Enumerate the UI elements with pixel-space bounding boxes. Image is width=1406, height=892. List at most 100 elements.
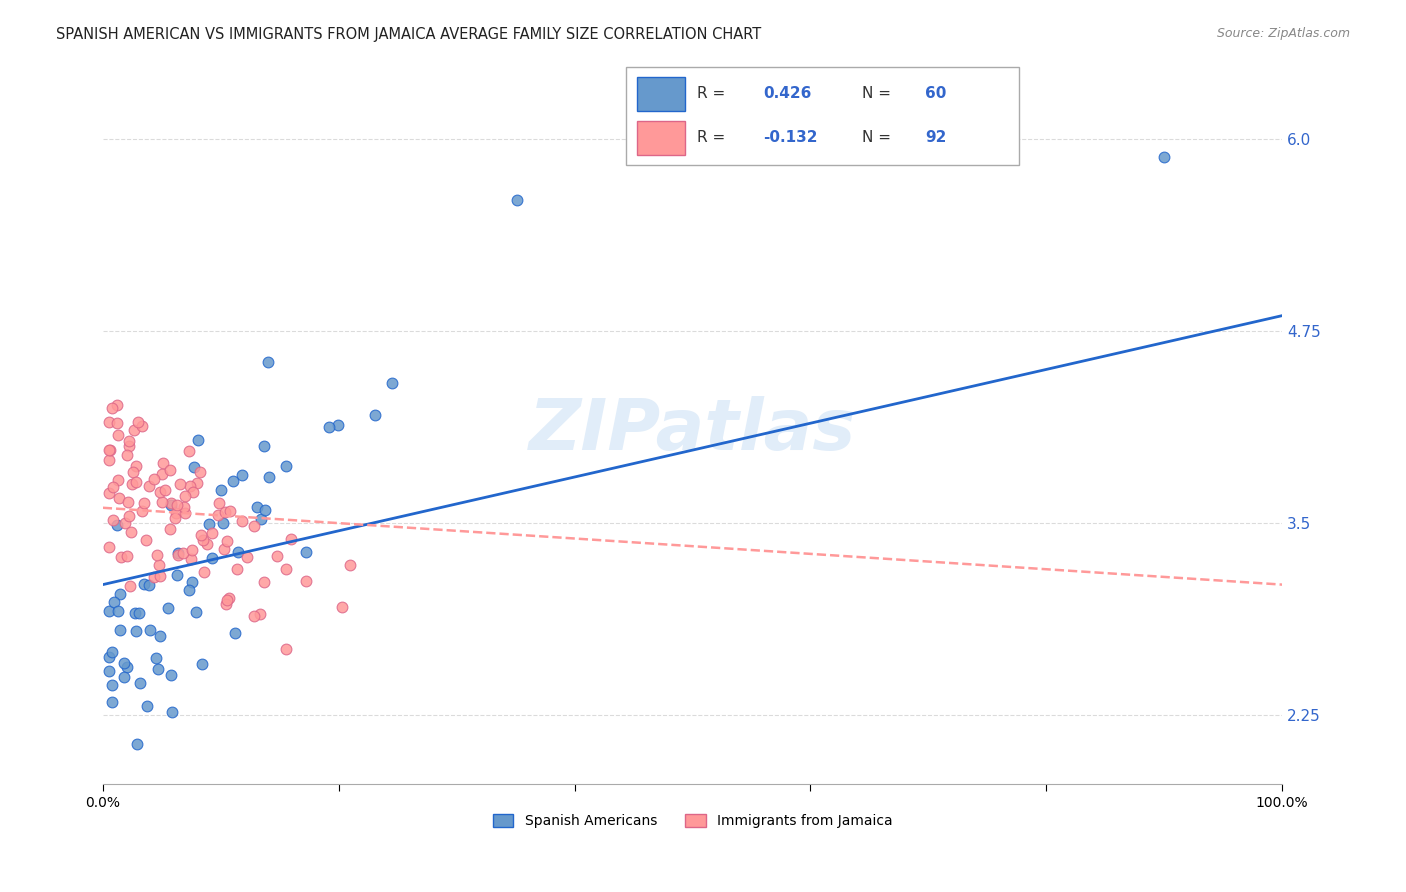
Point bbox=[183, 459, 205, 474]
Text: ZIPatlas: ZIPatlas bbox=[529, 396, 856, 466]
Point bbox=[97, 442, 120, 457]
Point bbox=[100, 645, 122, 659]
Point bbox=[108, 623, 131, 637]
Point bbox=[112, 670, 135, 684]
Point bbox=[115, 448, 138, 462]
Point bbox=[191, 657, 214, 672]
Point bbox=[142, 472, 165, 486]
Point bbox=[125, 459, 148, 474]
Point bbox=[208, 496, 231, 510]
Point bbox=[179, 583, 201, 598]
Point bbox=[169, 477, 191, 491]
Point bbox=[179, 478, 201, 492]
Point bbox=[181, 484, 204, 499]
Point bbox=[249, 512, 271, 526]
Point bbox=[101, 513, 124, 527]
Point bbox=[107, 428, 129, 442]
Point bbox=[110, 587, 132, 601]
Point bbox=[97, 649, 120, 664]
Point bbox=[97, 486, 120, 500]
Text: 60: 60 bbox=[925, 86, 946, 101]
Point bbox=[115, 660, 138, 674]
Point bbox=[174, 489, 197, 503]
Point bbox=[253, 575, 276, 590]
Point bbox=[318, 420, 340, 434]
Point bbox=[274, 641, 297, 656]
Point bbox=[149, 485, 172, 500]
Point bbox=[1153, 150, 1175, 164]
Point bbox=[103, 595, 125, 609]
Point bbox=[180, 551, 202, 566]
Point bbox=[212, 542, 235, 557]
Point bbox=[148, 558, 170, 573]
Point bbox=[97, 604, 120, 618]
Point bbox=[134, 496, 156, 510]
Point bbox=[188, 465, 211, 479]
FancyBboxPatch shape bbox=[626, 67, 1019, 165]
Legend: Spanish Americans, Immigrants from Jamaica: Spanish Americans, Immigrants from Jamai… bbox=[486, 809, 898, 834]
Point bbox=[97, 415, 120, 429]
Point bbox=[231, 467, 253, 482]
Point bbox=[129, 675, 152, 690]
Point bbox=[124, 423, 146, 437]
Point bbox=[159, 463, 181, 477]
Point bbox=[97, 453, 120, 467]
Text: R =: R = bbox=[696, 86, 730, 101]
FancyBboxPatch shape bbox=[637, 120, 685, 155]
Point bbox=[132, 577, 155, 591]
Point bbox=[97, 540, 120, 554]
Point bbox=[212, 516, 235, 531]
Point bbox=[381, 376, 404, 390]
Point bbox=[280, 532, 302, 546]
Point bbox=[125, 737, 148, 751]
Point bbox=[246, 500, 269, 514]
FancyBboxPatch shape bbox=[637, 77, 685, 111]
Point bbox=[222, 474, 245, 488]
Point bbox=[150, 495, 173, 509]
Point bbox=[190, 527, 212, 541]
Point bbox=[181, 574, 204, 589]
Point bbox=[193, 566, 215, 580]
Point bbox=[339, 558, 361, 573]
Point bbox=[117, 434, 139, 448]
Point bbox=[226, 545, 249, 559]
Point bbox=[131, 418, 153, 433]
Point bbox=[224, 625, 246, 640]
Point bbox=[180, 543, 202, 558]
Point bbox=[166, 546, 188, 560]
Point bbox=[226, 562, 249, 576]
Point bbox=[142, 570, 165, 584]
Text: R =: R = bbox=[696, 130, 730, 145]
Point bbox=[112, 657, 135, 671]
Point bbox=[330, 600, 353, 615]
Text: Source: ZipAtlas.com: Source: ZipAtlas.com bbox=[1216, 27, 1350, 40]
Point bbox=[120, 579, 142, 593]
Point bbox=[146, 548, 169, 562]
Text: SPANISH AMERICAN VS IMMIGRANTS FROM JAMAICA AVERAGE FAMILY SIZE CORRELATION CHAR: SPANISH AMERICAN VS IMMIGRANTS FROM JAMA… bbox=[56, 27, 762, 42]
Point bbox=[118, 440, 141, 454]
Point bbox=[186, 434, 208, 448]
Point bbox=[138, 578, 160, 592]
Point bbox=[152, 456, 174, 470]
Point bbox=[121, 477, 143, 491]
Point bbox=[364, 409, 387, 423]
Point bbox=[97, 664, 120, 678]
Point bbox=[236, 549, 259, 564]
Point bbox=[207, 508, 229, 523]
Point bbox=[127, 415, 149, 429]
Point bbox=[117, 549, 139, 564]
Text: -0.132: -0.132 bbox=[763, 130, 818, 145]
Point bbox=[135, 699, 157, 714]
Point bbox=[172, 546, 194, 560]
Point bbox=[149, 629, 172, 643]
Point bbox=[105, 518, 128, 533]
Point bbox=[177, 444, 200, 458]
Text: 92: 92 bbox=[925, 130, 946, 145]
Point bbox=[249, 607, 271, 621]
Point bbox=[114, 516, 136, 530]
Point bbox=[100, 695, 122, 709]
Point bbox=[257, 470, 280, 484]
Point bbox=[328, 418, 350, 433]
Point bbox=[124, 606, 146, 620]
Point bbox=[160, 496, 183, 510]
